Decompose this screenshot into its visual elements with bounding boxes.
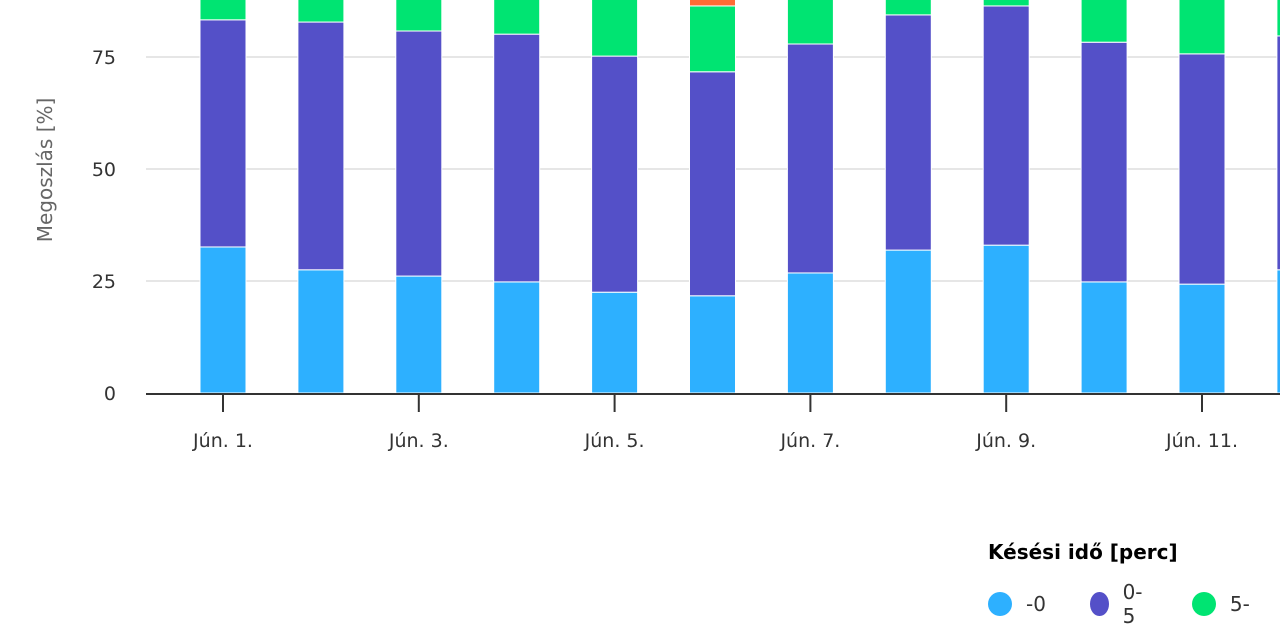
bar-segment [591, 55, 639, 293]
bar-segment [982, 5, 1030, 246]
bar-segment [493, 33, 541, 283]
bar-segment [199, 19, 247, 248]
legend-item[interactable]: -0 [988, 580, 1046, 628]
bar-segment [786, 272, 834, 394]
bar-segment [689, 71, 736, 297]
bar-segment [786, 0, 834, 45]
y-axis-label: Megoszlás [%] [33, 98, 57, 243]
y-tick-label: 50 [92, 159, 116, 181]
legend-marker-icon [1191, 592, 1216, 616]
bar-segment [395, 0, 443, 32]
bar-segment [297, 21, 345, 271]
legend-marker-icon [1089, 592, 1109, 616]
legend-marker-icon [988, 592, 1012, 616]
bar-segment [689, 0, 736, 7]
x-tick-label: Jún. 1. [192, 430, 253, 452]
bar-segment [689, 5, 736, 73]
bar-segment [1276, 269, 1280, 394]
bar-segment [982, 0, 1030, 7]
bar-segment [395, 275, 443, 394]
legend-item[interactable]: 5- [1191, 580, 1250, 628]
bar-segment [395, 30, 443, 277]
bar-segment [1080, 281, 1128, 394]
bar-segment [297, 269, 345, 394]
y-tick-label: 0 [104, 383, 116, 405]
y-tick-label: 25 [92, 271, 116, 293]
bar-segment [689, 295, 736, 394]
bar-segment [1080, 41, 1128, 283]
bar-segment [884, 249, 932, 394]
bar-segment [493, 0, 541, 35]
bar-segment [1178, 0, 1226, 55]
bar-segment [1080, 0, 1128, 43]
bar-segment [591, 0, 639, 57]
legend-item[interactable]: 0-5 [1089, 580, 1148, 628]
bar-segment [493, 281, 541, 394]
bar-segment [199, 246, 247, 394]
bar-segment [884, 0, 932, 16]
x-tick-label: Jún. 3. [388, 430, 449, 452]
bar-segment [786, 43, 834, 274]
x-tick-label: Jún. 11. [1165, 430, 1238, 452]
bar-segment [297, 0, 345, 23]
legend-title: Késési idő [perc] [988, 540, 1178, 564]
bar-segment [1178, 53, 1226, 285]
x-tick-label: Jún. 5. [584, 430, 645, 452]
legend: Késési idő [perc] -0 0-5 5- [988, 540, 1280, 628]
x-tick-label: Jún. 9. [975, 430, 1036, 452]
bar-segment [1178, 283, 1226, 394]
bar-segment [591, 291, 639, 394]
y-tick-label: 75 [92, 47, 116, 69]
bar-segment [1276, 0, 1280, 37]
bar-segment [199, 0, 247, 21]
bar-segment [1276, 35, 1280, 271]
bar-segment [884, 14, 932, 251]
bar-segment [982, 244, 1030, 394]
x-tick-label: Jún. 7. [779, 430, 840, 452]
legend-label: 5- [1229, 592, 1250, 616]
legend-label: 0-5 [1122, 580, 1143, 628]
legend-label: -0 [1026, 592, 1046, 616]
